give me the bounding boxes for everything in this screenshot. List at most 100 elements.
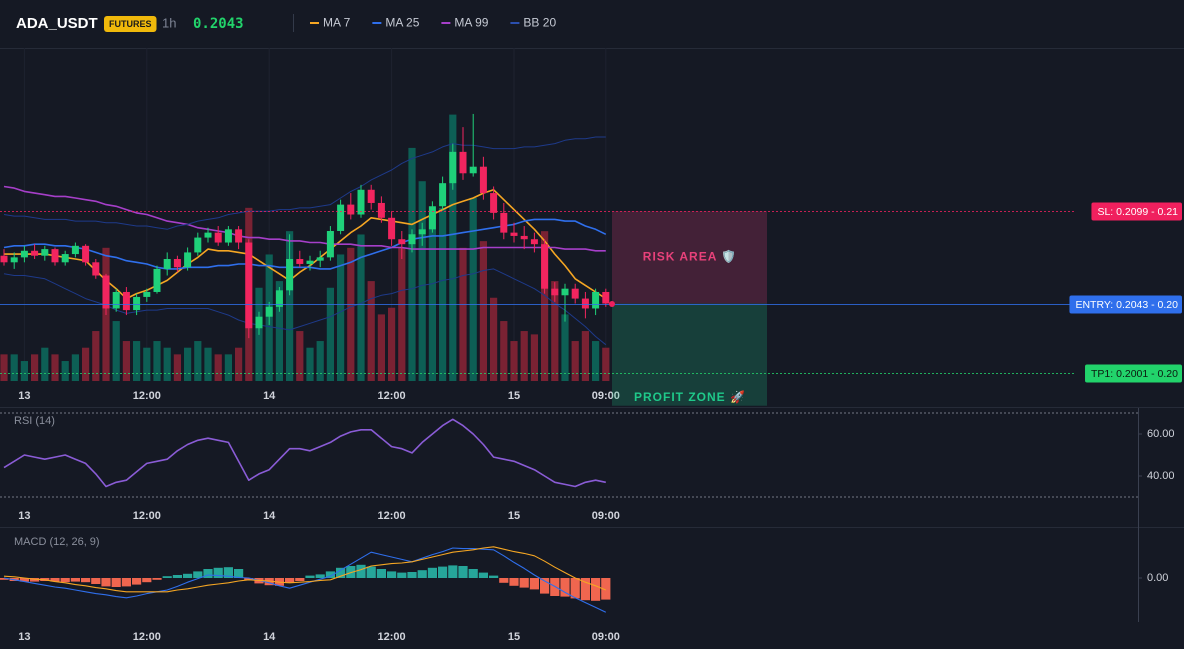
candle-body <box>41 249 49 256</box>
volume-bar <box>92 331 100 381</box>
macd-histogram-bar <box>234 569 244 578</box>
macd-histogram-bar <box>172 575 182 578</box>
macd-histogram-bar <box>509 578 519 586</box>
macd-histogram-bar <box>366 566 376 578</box>
macd-histogram-bar <box>570 578 580 599</box>
x-tick-label: 14 <box>263 390 276 402</box>
candle-body <box>428 206 436 230</box>
macd-histogram-bar <box>142 578 152 583</box>
macd-histogram-bar <box>101 578 111 587</box>
candle-body <box>469 166 477 174</box>
macd-histogram-bar <box>499 578 509 583</box>
candle-body <box>0 255 8 263</box>
macd-histogram-bar <box>244 578 254 581</box>
candle-body <box>10 257 18 263</box>
macd-title: MACD (12, 26, 9) <box>14 536 100 548</box>
zone <box>612 211 767 304</box>
candle-body <box>255 316 263 329</box>
volume-bar <box>500 321 508 381</box>
volume-bar <box>510 341 518 381</box>
volume-bar <box>10 354 18 381</box>
macd-histogram-bar <box>438 566 448 578</box>
volume-bar <box>20 361 28 381</box>
macd-histogram-bar <box>162 576 172 578</box>
volume-bar <box>408 147 416 381</box>
candle-body <box>275 290 283 307</box>
volume-bar <box>469 197 477 381</box>
candle-body <box>235 229 243 243</box>
price-tag: ENTRY: 0.2043 - 0.20 <box>1069 295 1182 314</box>
zone <box>612 303 767 406</box>
candle-body <box>153 268 161 292</box>
candle-body <box>459 151 467 174</box>
volume-bar <box>286 231 294 381</box>
volume-bar <box>337 254 345 381</box>
candle-body <box>398 239 406 245</box>
candle-body <box>51 249 59 263</box>
candle-body <box>61 254 69 263</box>
symbol: ADA_USDT <box>16 15 98 32</box>
volume-bar <box>82 347 90 381</box>
macd-histogram-bar <box>529 578 539 590</box>
price-tag-label: SL: 0.2099 - 0.21 <box>1097 206 1178 218</box>
y-tick-label: 60.00 <box>1147 428 1175 440</box>
macd-histogram-bar <box>91 578 101 584</box>
volume-bar <box>418 181 426 381</box>
macd-histogram-bar <box>560 578 570 597</box>
macd-histogram-bar <box>468 569 478 578</box>
candle-body <box>530 239 538 245</box>
candle-body <box>367 189 375 203</box>
candle-body <box>541 244 549 289</box>
candle-body <box>571 288 579 299</box>
macd-line <box>3 546 607 593</box>
candle-body <box>326 230 334 258</box>
macd-histogram-bar <box>478 572 488 578</box>
macd-histogram-bar <box>152 578 162 580</box>
macd-histogram-bar <box>81 578 91 583</box>
macd-histogram-bar <box>356 564 366 578</box>
volume-bar <box>592 341 600 381</box>
macd-histogram-bar <box>295 578 305 581</box>
candle-body <box>214 232 222 243</box>
volume-bar <box>214 354 222 381</box>
volume-bar <box>551 281 559 381</box>
volume-bar <box>133 341 141 381</box>
volume-bar <box>153 341 161 381</box>
volume-bar <box>224 354 232 381</box>
volume-bar <box>41 347 49 381</box>
volume-bar <box>347 247 355 381</box>
x-tick-label: 14 <box>263 631 276 643</box>
x-tick-label: 09:00 <box>592 631 620 643</box>
candle-body <box>551 288 559 296</box>
macd-histogram-bar <box>580 578 590 601</box>
candle-body <box>561 288 569 296</box>
volume-bar <box>581 331 589 381</box>
price-tag-background <box>1085 364 1182 383</box>
volume-bar <box>173 354 181 381</box>
price-tag: TP1: 0.2001 - 0.20 <box>1085 364 1182 383</box>
volume-bar <box>449 114 457 381</box>
legend-label: MA 99 <box>454 16 488 30</box>
macd-histogram-bar <box>407 572 417 578</box>
x-tick-label: 14 <box>263 510 276 522</box>
legend-label: MA 25 <box>385 16 419 30</box>
volume-bar <box>31 354 39 381</box>
candle-body <box>520 235 528 240</box>
volume-bar <box>367 281 375 381</box>
macd-histogram-bar <box>346 566 356 578</box>
entry-marker <box>609 301 615 307</box>
y-tick-label: 40.00 <box>1147 470 1175 482</box>
macd-histogram-bar <box>427 567 437 578</box>
macd-histogram-bar <box>193 571 203 578</box>
price-tag-label: TP1: 0.2001 - 0.20 <box>1091 368 1178 380</box>
candle-body <box>337 204 345 231</box>
price-tag-background <box>1069 295 1182 314</box>
interval: 1h <box>162 15 176 30</box>
price-tag: SL: 0.2099 - 0.21 <box>1091 202 1182 221</box>
volume-bar <box>530 334 538 381</box>
macd-histogram-bar <box>417 570 427 578</box>
volume-bar <box>275 281 283 381</box>
macd-line <box>3 547 607 613</box>
rsi-title: RSI (14) <box>14 415 55 427</box>
